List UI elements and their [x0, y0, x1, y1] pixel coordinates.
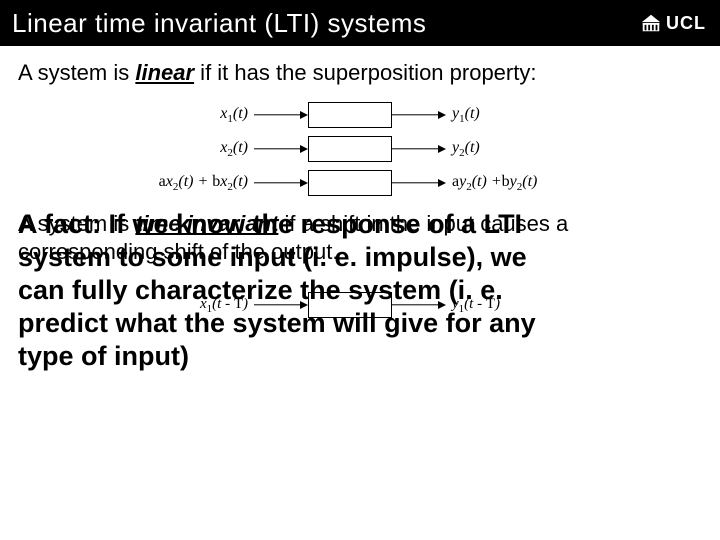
linear-definition: A system is linear if it has the superpo…	[18, 60, 702, 86]
linear-post: if it has the superposition property:	[194, 60, 536, 85]
slide: Linear time invariant (LTI) systems UCL …	[0, 0, 720, 540]
output-label-2: y2(t)	[446, 139, 606, 159]
diagram-row-3: ax2(t) + bx2(t) ay2(t) +by2(t)	[80, 170, 640, 196]
output-label-3: ay2(t) +by2(t)	[446, 173, 606, 193]
ucl-logo-text: UCL	[666, 13, 706, 34]
fact-line-1: A fact: If we know the response of a LTI	[18, 209, 522, 239]
title-bar: Linear time invariant (LTI) systems UCL	[0, 0, 720, 46]
input-label-2: x2(t)	[114, 139, 254, 159]
arrow-icon	[392, 148, 446, 150]
fact-line-4: predict what the system will give for an…	[18, 308, 536, 338]
system-box	[308, 170, 392, 196]
fact-line-2: system to some input (i. e. impulse), we	[18, 242, 527, 272]
system-box	[308, 102, 392, 128]
superposition-diagram: x1(t) y1(t) x2(t) y2(t) ax2(t) + bx2(t) …	[80, 102, 640, 196]
fact-line-5: type of input)	[18, 341, 189, 371]
ucl-logo: UCL	[640, 12, 706, 34]
arrow-icon	[392, 182, 446, 184]
arrow-icon	[254, 182, 308, 184]
linear-pre: A system is	[18, 60, 135, 85]
input-label-3: ax2(t) + bx2(t)	[114, 173, 254, 193]
linear-keyword: linear	[135, 60, 194, 85]
diagram-row-1: x1(t) y1(t)	[80, 102, 640, 128]
output-label-1: y1(t)	[446, 105, 606, 125]
system-box	[308, 136, 392, 162]
arrow-icon	[392, 114, 446, 116]
slide-title: Linear time invariant (LTI) systems	[12, 8, 426, 39]
fact-line-3: can fully characterize the system (i. e.	[18, 275, 503, 305]
fact-text: A fact: If we know the response of a LTI…	[18, 208, 702, 373]
overlay-region: A system is time invariant if a shift in…	[18, 208, 702, 373]
input-label-1: x1(t)	[114, 105, 254, 125]
ucl-crest-icon	[640, 12, 662, 34]
arrow-icon	[254, 114, 308, 116]
arrow-icon	[254, 148, 308, 150]
slide-body: A system is linear if it has the superpo…	[0, 46, 720, 373]
diagram-row-2: x2(t) y2(t)	[80, 136, 640, 162]
